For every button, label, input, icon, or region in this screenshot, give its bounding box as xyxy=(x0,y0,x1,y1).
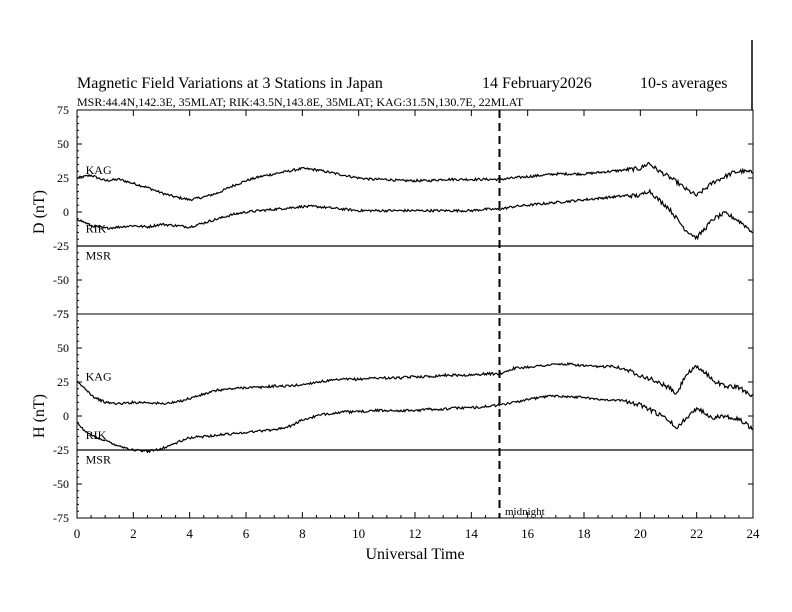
y-tick-label: 25 xyxy=(57,375,69,389)
chart-date: 14 February2026 xyxy=(482,75,592,92)
series-label-rik: RIK xyxy=(86,428,107,442)
axis-ticks: 0 2 4 6 8 10 12 14 16 18 20 22 247550250-25-50-75755… xyxy=(53,103,760,541)
panel-d-ylabel: D (nT) xyxy=(31,190,48,234)
x-tick-label: 22 xyxy=(690,526,703,541)
x-tick-label: 20 xyxy=(634,526,647,541)
series-line-d-rik xyxy=(76,188,754,241)
y-tick-label: -25 xyxy=(53,443,69,457)
y-tick-label: 25 xyxy=(57,171,69,185)
y-tick-label: 0 xyxy=(63,205,69,219)
y-tick-label: 0 xyxy=(63,409,69,423)
series-line-h-rik xyxy=(76,394,754,454)
panel-h-ylabel: H (nT) xyxy=(31,394,48,438)
y-tick-label: 75 xyxy=(57,307,69,321)
panel-h-frame xyxy=(76,313,754,519)
y-tick-label: -25 xyxy=(53,239,69,253)
y-tick-label: 75 xyxy=(57,103,69,117)
chart-title: Magnetic Field Variations at 3 Stations … xyxy=(77,75,383,92)
series-label-msr: MSR xyxy=(86,453,111,467)
x-tick-label: 10 xyxy=(352,526,365,541)
x-tick-label: 4 xyxy=(186,526,193,541)
y-tick-label: -50 xyxy=(53,477,69,491)
chart-averaging: 10-s averages xyxy=(640,75,728,92)
series-label-kag: KAG xyxy=(86,163,112,177)
series-label-rik: RIK xyxy=(86,221,107,235)
x-tick-label: 8 xyxy=(299,526,306,541)
y-tick-label: -75 xyxy=(53,511,69,525)
x-tick-label: 12 xyxy=(409,526,422,541)
midnight-label: midnight xyxy=(505,506,545,518)
x-tick-label: 2 xyxy=(130,526,137,541)
x-tick-label: 18 xyxy=(578,526,591,541)
x-tick-label: 6 xyxy=(243,526,250,541)
series-line-h-kag xyxy=(76,361,754,406)
series-label-kag: KAG xyxy=(86,370,112,384)
x-tick-label: 14 xyxy=(465,526,479,541)
y-tick-label: -75 xyxy=(53,307,69,321)
x-axis-label: Universal Time xyxy=(365,546,464,563)
y-tick-label: 50 xyxy=(57,341,69,355)
panel-d-frame xyxy=(76,109,754,315)
series-layer: KAG RIK MSR KAG RIK MSR xyxy=(76,161,754,467)
x-tick-label: 24 xyxy=(747,526,761,541)
series-label-msr: MSR xyxy=(86,249,111,263)
y-tick-label: -50 xyxy=(53,273,69,287)
series-line-d-kag xyxy=(76,161,754,202)
station-subtitle: MSR:44.4N,142.3E, 35MLAT; RIK:43.5N,143.… xyxy=(77,95,524,109)
y-tick-label: 50 xyxy=(57,137,69,151)
x-tick-label: 16 xyxy=(521,526,535,541)
x-tick-label: 0 xyxy=(74,526,81,541)
